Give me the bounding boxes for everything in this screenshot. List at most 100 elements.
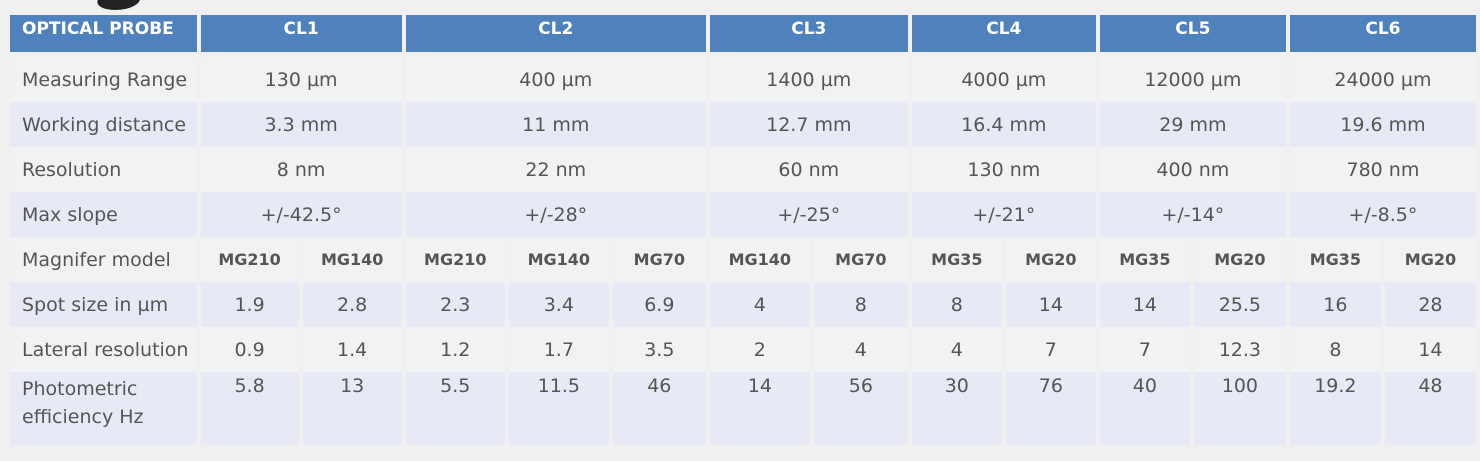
table-cell: 1400 µm [709,57,908,102]
table-cell: 2.3 [405,282,505,327]
row-label: Lateral resolution [10,327,197,372]
table-cell: 5.8 [200,372,299,445]
table-cell: MG35 [1099,237,1190,282]
optical-probe-spec-table: OPTICAL PROBE CL1 CL2 CL3 CL4 CL5 CL6 Me… [6,15,1480,445]
table-cell: MG70 [813,237,908,282]
table-cell: 2.8 [302,282,402,327]
table-cell: 4 [813,327,908,372]
table-cell: 22 nm [405,147,706,192]
table-cell: 11 mm [405,102,706,147]
table-cell: 2 [709,327,810,372]
table-row-lateral-resolution: Lateral resolution 0.9 1.4 1.2 1.7 3.5 2… [10,327,1476,372]
row-label: Max slope [10,192,197,237]
table-row-magnifier-model: Magnifer model MG210 MG140 MG210 MG140 M… [10,237,1476,282]
table-cell: 19.2 [1289,372,1381,445]
table-cell: 4 [911,327,1002,372]
table-cell: +/-8.5° [1289,192,1476,237]
table-cell: 30 [911,372,1002,445]
table-cell: 12.3 [1193,327,1286,372]
table-row-resolution: Resolution 8 nm 22 nm 60 nm 130 nm 400 n… [10,147,1476,192]
table-header-row: OPTICAL PROBE CL1 CL2 CL3 CL4 CL5 CL6 [10,15,1476,57]
table-cell: +/-25° [709,192,908,237]
table-cell: 1.4 [302,327,402,372]
table-cell: 6.9 [612,282,706,327]
table-cell: MG35 [1289,237,1381,282]
table-cell: 14 [1384,327,1476,372]
probe-header-cl6: CL6 [1289,15,1476,57]
table-cell: 16 [1289,282,1381,327]
table-row-max-slope: Max slope +/-42.5° +/-28° +/-25° +/-21° … [10,192,1476,237]
row-label: Photometric efficiency Hz [10,372,197,445]
table-cell: 100 [1193,372,1286,445]
table-cell: 8 [1289,327,1381,372]
table-cell: MG140 [709,237,810,282]
table-cell: 28 [1384,282,1476,327]
table-cell: MG140 [302,237,402,282]
table-cell: MG20 [1005,237,1096,282]
table-cell: 7 [1005,327,1096,372]
row-label: Resolution [10,147,197,192]
table-cell: 3.3 mm [200,102,402,147]
table-cell: 25.5 [1193,282,1286,327]
table-cell: 1.9 [200,282,299,327]
table-cell: MG20 [1193,237,1286,282]
table-cell: 780 nm [1289,147,1476,192]
optical-probe-header: OPTICAL PROBE [10,15,197,57]
probe-header-cl4: CL4 [911,15,1096,57]
table-cell: 11.5 [508,372,609,445]
row-label: Measuring Range [10,57,197,102]
table-cell: 24000 µm [1289,57,1476,102]
table-row-working-distance: Working distance 3.3 mm 11 mm 12.7 mm 16… [10,102,1476,147]
table-cell: MG70 [612,237,706,282]
table-cell: MG210 [200,237,299,282]
row-label-line2: efficiency Hz [22,406,144,428]
table-cell: 400 µm [405,57,706,102]
table-cell: 56 [813,372,908,445]
table-cell: 60 nm [709,147,908,192]
table-cell: 40 [1099,372,1190,445]
table-cell: MG210 [405,237,505,282]
table-cell: 3.5 [612,327,706,372]
row-label-line1: Photometric [22,378,138,400]
table-cell: 400 nm [1099,147,1286,192]
row-label: Spot size in µm [10,282,197,327]
table-cell: 19.6 mm [1289,102,1476,147]
table-cell: 12.7 mm [709,102,908,147]
probe-header-cl3: CL3 [709,15,908,57]
table-cell: 1.7 [508,327,609,372]
table-row-photometric-efficiency: Photometric efficiency Hz 5.8 13 5.5 11.5… [10,372,1476,445]
probe-header-cl2: CL2 [405,15,706,57]
table-cell: 29 mm [1099,102,1286,147]
table-cell: 16.4 mm [911,102,1096,147]
probe-header-cl5: CL5 [1099,15,1286,57]
table-cell: 5.5 [405,372,505,445]
table-cell: 14 [1099,282,1190,327]
table-row-spot-size: Spot size in µm 1.9 2.8 2.3 3.4 6.9 4 8 … [10,282,1476,327]
table-cell: 4 [709,282,810,327]
row-label: Magnifer model [10,237,197,282]
table-cell: 14 [709,372,810,445]
table-cell: 3.4 [508,282,609,327]
table-cell: 130 µm [200,57,402,102]
table-cell: 76 [1005,372,1096,445]
table-cell: MG35 [911,237,1002,282]
table-cell: 0.9 [200,327,299,372]
row-label: Working distance [10,102,197,147]
table-cell: +/-28° [405,192,706,237]
probe-header-cl1: CL1 [200,15,402,57]
table-cell: 12000 µm [1099,57,1286,102]
table-cell: 8 [911,282,1002,327]
table-cell: 13 [302,372,402,445]
table-cell: 46 [612,372,706,445]
table-row-measuring-range: Measuring Range 130 µm 400 µm 1400 µm 40… [10,57,1476,102]
table-cell: 7 [1099,327,1190,372]
table-cell: 8 [813,282,908,327]
table-cell: 8 nm [200,147,402,192]
table-cell: 4000 µm [911,57,1096,102]
table-cell: MG140 [508,237,609,282]
table-cell: 1.2 [405,327,505,372]
table-cell: +/-14° [1099,192,1286,237]
table-cell: +/-21° [911,192,1096,237]
table-cell: +/-42.5° [200,192,402,237]
table-cell: MG20 [1384,237,1476,282]
